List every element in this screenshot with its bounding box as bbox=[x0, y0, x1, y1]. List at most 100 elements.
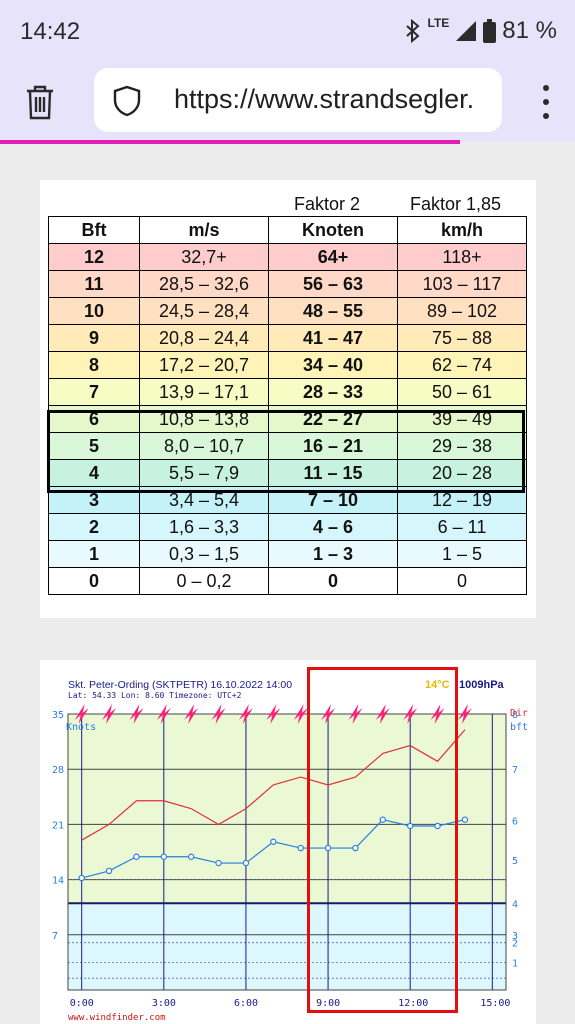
beaufort-table: Bft m/s Knoten km/h 12 32,7+ 64+ 118+ 11 28,5… bbox=[48, 216, 527, 595]
kmh-cell: 6 – 11 bbox=[397, 513, 527, 541]
wind-speed-point bbox=[434, 822, 441, 830]
table-row: 8 17,2 – 20,7 34 – 40 62 – 74 bbox=[48, 351, 527, 379]
x-tick-label: 0:00 bbox=[70, 998, 94, 1009]
table-row: 7 13,9 – 17,1 28 – 33 50 – 61 bbox=[48, 378, 527, 406]
wind-speed-point bbox=[270, 838, 277, 845]
ms-cell: 8,0 – 10,7 bbox=[139, 432, 269, 460]
bft-cell: 2 bbox=[48, 513, 140, 541]
status-bar: 14:42 LTE 81 % bbox=[0, 0, 575, 62]
bft-cell: 7 bbox=[48, 378, 140, 406]
bft-tick-label: 8 bbox=[512, 710, 518, 721]
wind-direction-arrow bbox=[403, 704, 418, 724]
more-options-icon[interactable] bbox=[536, 80, 556, 124]
ms-cell: 24,5 – 28,4 bbox=[139, 297, 269, 325]
chart-pressure: 1009hPa bbox=[459, 679, 504, 691]
bft-tick-label: 4 bbox=[512, 899, 518, 910]
wind-direction-arrow bbox=[74, 704, 89, 724]
bft-tick-label: 3 bbox=[512, 931, 518, 942]
ms-cell: 32,7+ bbox=[139, 243, 269, 271]
bft-cell: 8 bbox=[48, 351, 140, 379]
kmh-cell: 118+ bbox=[397, 243, 527, 271]
x-tick-label: 9:00 bbox=[316, 998, 340, 1009]
kmh-cell: 1 – 5 bbox=[397, 540, 527, 568]
battery-percent: 81 % bbox=[502, 17, 557, 44]
y-tick-label: 7 bbox=[52, 931, 58, 942]
knots-cell: 56 – 63 bbox=[268, 270, 398, 298]
wind-speed-point bbox=[160, 853, 168, 860]
ms-cell: 20,8 – 24,4 bbox=[139, 324, 269, 352]
chart-title: Skt. Peter-Ording (SKTPETR) 16.10.2022 1… bbox=[68, 679, 293, 691]
wind-direction-arrow bbox=[156, 704, 171, 724]
delete-tabs-icon[interactable] bbox=[24, 84, 56, 120]
x-tick-label: 15:00 bbox=[480, 998, 510, 1009]
knots-cell: 28 – 33 bbox=[268, 378, 398, 406]
url-text[interactable]: https://www.strandsegler. bbox=[174, 84, 475, 114]
ms-cell: 13,9 – 17,1 bbox=[139, 378, 269, 406]
battery-icon bbox=[483, 19, 497, 43]
wind-direction-arrow bbox=[238, 704, 253, 724]
page-load-progress bbox=[0, 140, 460, 144]
knots-cell: 48 – 55 bbox=[268, 297, 398, 325]
factor-kmh-label: Faktor 1,85 bbox=[410, 194, 502, 214]
status-time: 14:42 bbox=[20, 18, 81, 45]
wind-direction-arrow bbox=[375, 704, 390, 724]
plot-band-upper bbox=[68, 714, 506, 904]
wind-direction-arrow bbox=[430, 704, 445, 724]
knots-cell: 1 – 3 bbox=[268, 540, 398, 568]
status-icons: LTE 81 % bbox=[404, 16, 557, 46]
ms-cell: 5,5 – 7,9 bbox=[139, 459, 269, 487]
kmh-cell: 20 – 28 bbox=[397, 459, 527, 487]
wind-speed-point bbox=[133, 853, 140, 860]
wind-speed-point bbox=[324, 844, 332, 852]
wind-direction-arrow bbox=[184, 704, 199, 724]
address-bar[interactable]: https://www.strandsegler. bbox=[94, 68, 502, 132]
bft-cell: 11 bbox=[48, 270, 140, 298]
table-row: 10 24,5 – 28,4 48 – 55 89 – 102 bbox=[48, 297, 527, 325]
kmh-cell: 50 – 61 bbox=[397, 378, 527, 406]
kmh-cell: 89 – 102 bbox=[397, 297, 527, 325]
bft-cell: 9 bbox=[48, 324, 140, 352]
chart-temperature: 14°C bbox=[425, 679, 450, 691]
wind-speed-point bbox=[297, 844, 304, 852]
wind-speed-point bbox=[379, 816, 387, 823]
wind-speed-point bbox=[215, 859, 222, 867]
wind-speed-point bbox=[406, 822, 414, 830]
header-knots: Knoten bbox=[268, 216, 398, 244]
x-tick-label: 6:00 bbox=[234, 998, 258, 1009]
ms-cell: 17,2 – 20,7 bbox=[139, 351, 269, 379]
wind-speed-point bbox=[352, 844, 359, 852]
signal-icon bbox=[456, 21, 477, 41]
wind-speed-point bbox=[105, 867, 113, 875]
y-axis-label: Knots bbox=[66, 722, 96, 733]
knots-cell: 41 – 47 bbox=[268, 324, 398, 352]
bluetooth-icon bbox=[405, 19, 420, 43]
shield-icon[interactable] bbox=[112, 85, 142, 117]
bft-cell: 10 bbox=[48, 297, 140, 325]
bft-tick-label: 7 bbox=[512, 765, 518, 776]
plot-frame bbox=[67, 713, 507, 991]
bft-tick-label: 1 bbox=[512, 958, 518, 969]
y-tick-label: 14 bbox=[52, 876, 64, 887]
chart-source-link[interactable]: www.windfinder.com bbox=[68, 1013, 166, 1023]
highlight-box-afternoon bbox=[307, 667, 458, 1013]
wind-speed-point bbox=[78, 874, 85, 882]
table-row: 9 20,8 – 24,4 41 – 47 75 – 88 bbox=[48, 324, 527, 352]
x-tick-label: 3:00 bbox=[152, 998, 176, 1009]
table-row: 4 5,5 – 7,9 11 – 15 20 – 28 bbox=[48, 459, 527, 487]
header-kmh: km/h bbox=[397, 216, 527, 244]
knots-cell: 16 – 21 bbox=[268, 432, 398, 460]
wind-speed-point bbox=[461, 816, 469, 823]
bft-axis-label: bft bbox=[510, 722, 528, 733]
wind-direction-arrow bbox=[211, 704, 226, 724]
wind-direction-arrow bbox=[321, 704, 336, 724]
table-row: 12 32,7+ 64+ 118+ bbox=[48, 243, 527, 271]
bft-cell: 12 bbox=[48, 243, 140, 271]
wind-direction-arrow bbox=[293, 704, 308, 724]
header-ms: m/s bbox=[139, 216, 269, 244]
highlight-box-bft-4-6 bbox=[47, 410, 525, 493]
y-tick-label: 28 bbox=[52, 765, 64, 776]
